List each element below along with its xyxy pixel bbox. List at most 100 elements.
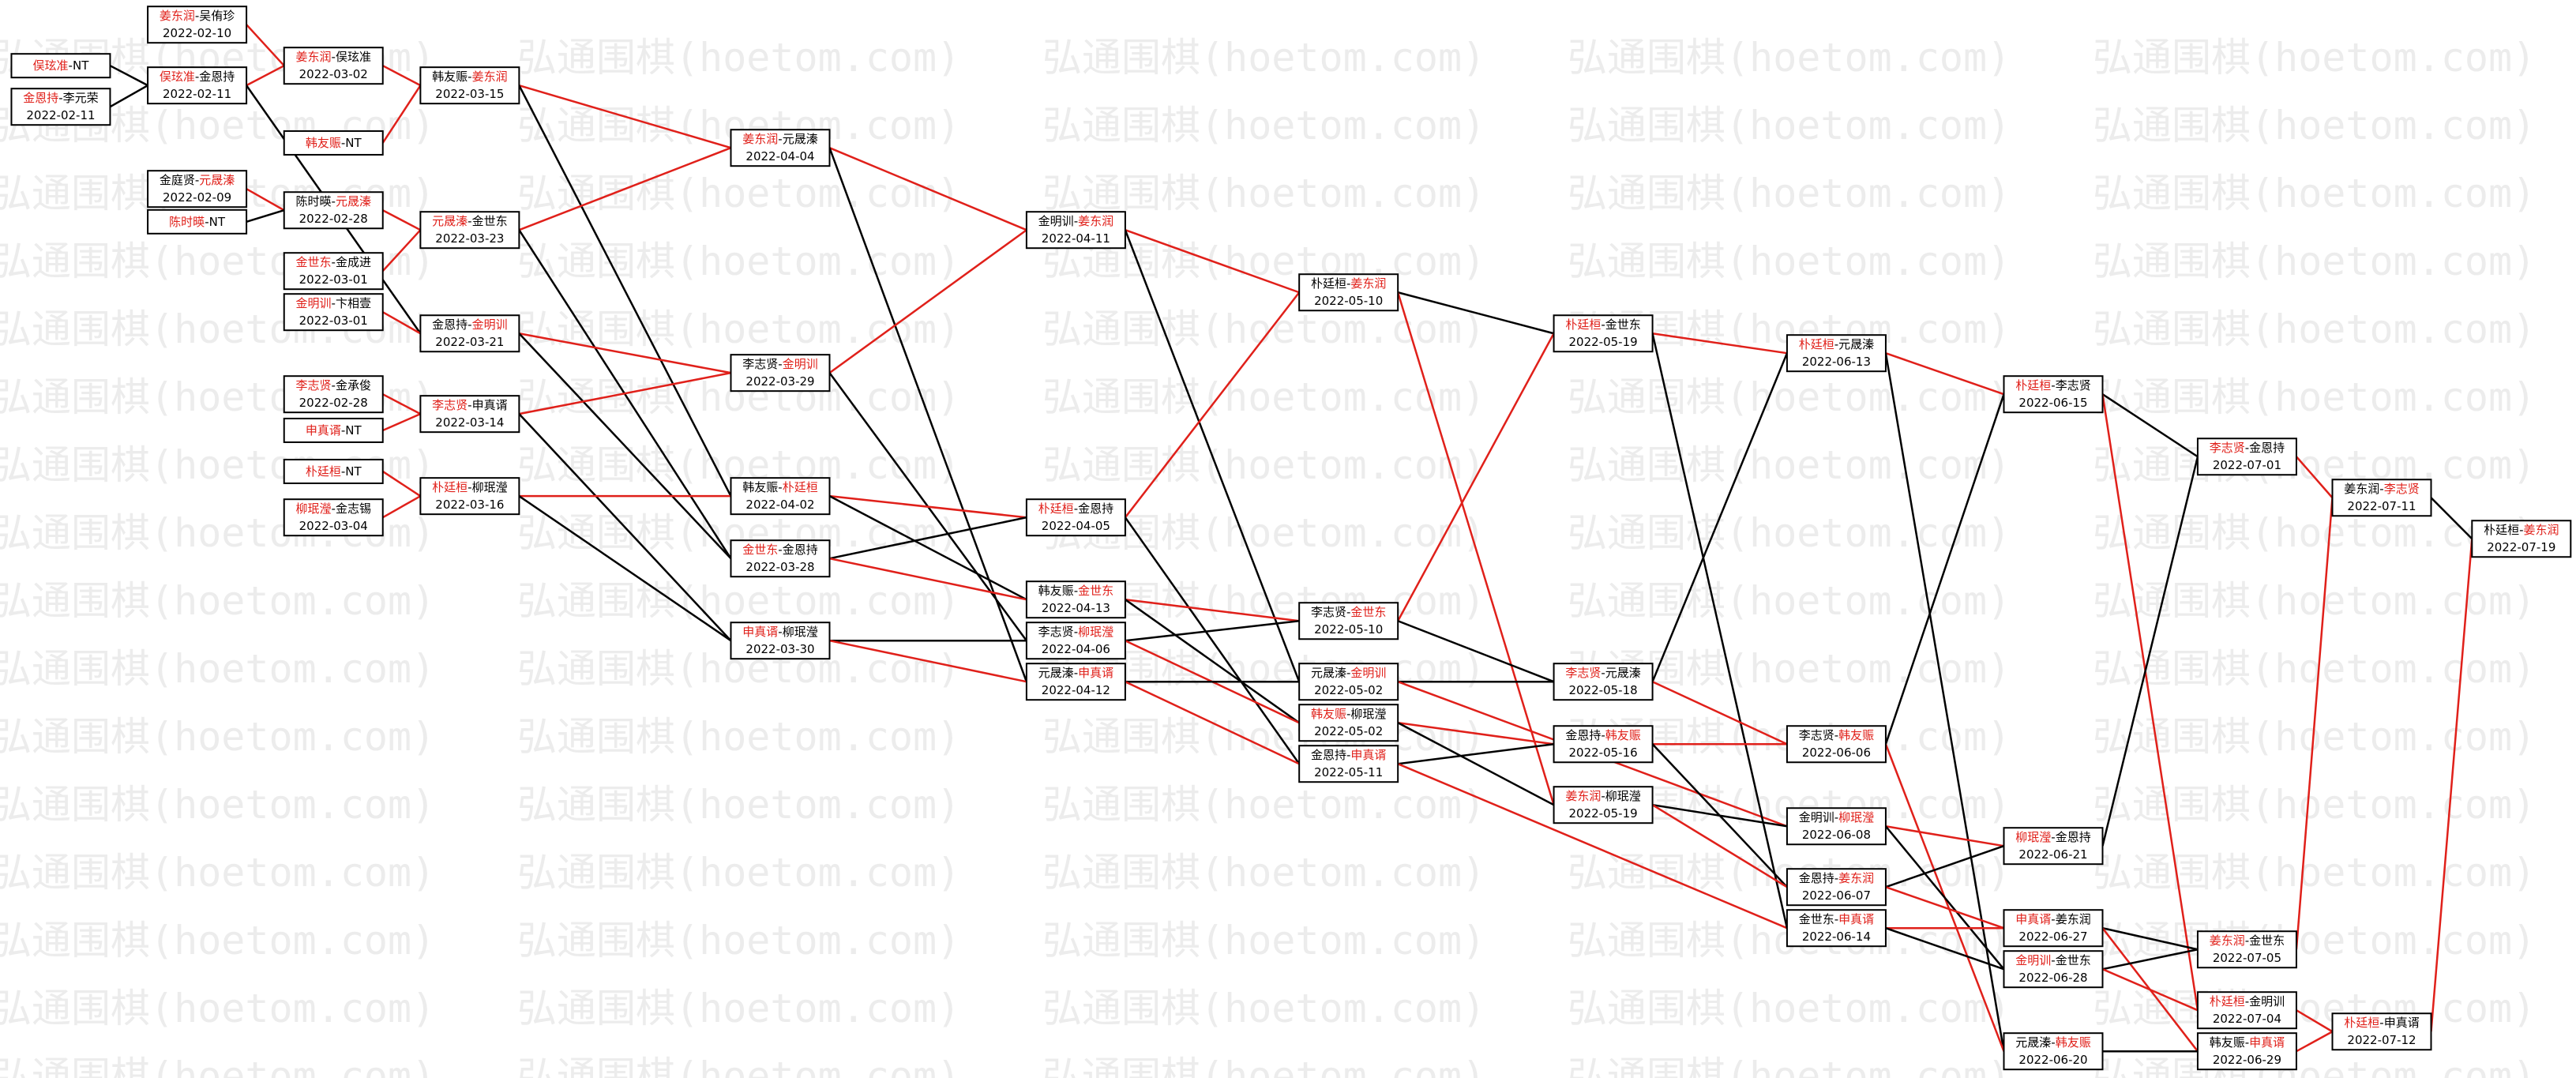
- match-node: 韩友赈-姜东润 2022-03-15: [419, 66, 520, 105]
- player-name: 金恩持: [432, 317, 468, 332]
- watermark: 弘通围棋(hoetom.com): [517, 35, 960, 81]
- node-box: [419, 314, 520, 353]
- player-name: 朴廷桓: [306, 464, 341, 479]
- player-name: 金恩持: [1565, 728, 1601, 742]
- edge: [246, 24, 285, 67]
- match-date: 2022-03-15: [435, 87, 504, 101]
- watermark: 弘通围棋(hoetom.com): [1568, 442, 2011, 488]
- node-box: [283, 498, 384, 537]
- match-players: 朴廷桓-金恩持: [1038, 501, 1113, 516]
- player-name: 姜东润: [2524, 523, 2559, 537]
- match-date: 2022-07-05: [2213, 951, 2281, 965]
- edge: [382, 393, 421, 415]
- watermark: 弘通围棋(hoetom.com): [2093, 306, 2536, 352]
- match-players: 俣玹准-NT: [33, 58, 90, 73]
- player-name: 金恩持: [1799, 871, 1834, 885]
- match-node: 李志贤-金恩持 2022-07-01: [2196, 438, 2297, 476]
- edge: [2101, 456, 2199, 847]
- match-date: 2022-04-02: [745, 498, 814, 512]
- match-node: 金明训-金世东 2022-06-28: [2003, 950, 2104, 989]
- edge: [2102, 948, 2199, 971]
- match-players: 朴廷桓-金世东: [1565, 317, 1640, 332]
- match-players: 申真谞-姜东润: [2015, 912, 2090, 926]
- match-date: 2022-02-11: [26, 108, 95, 122]
- edge: [519, 332, 731, 374]
- player-name: 金明训: [472, 317, 508, 332]
- watermark: 弘通围棋(hoetom.com): [1042, 714, 1485, 760]
- match-date: 2022-03-28: [745, 560, 814, 574]
- player-name: 金恩持: [1311, 748, 1346, 762]
- match-node: 李志贤-柳珉瀅 2022-04-06: [1025, 622, 1126, 660]
- edge: [1124, 291, 1301, 518]
- match-players: 李志贤-金恩持: [2210, 441, 2285, 455]
- match-players: 李志贤-金承俊: [296, 378, 371, 393]
- match-date: 2022-05-10: [1314, 622, 1383, 637]
- match-players: 俣玹准-金恩持: [160, 69, 235, 84]
- edge: [382, 470, 422, 498]
- player-name: 申真谞: [742, 625, 778, 639]
- match-players: 姜东润-元晟溱: [742, 132, 817, 146]
- match-date: 2022-07-01: [2213, 458, 2281, 472]
- match-players: 金明训-柳珉瀅: [1799, 810, 1874, 824]
- player-name: 金志锡: [336, 501, 371, 516]
- watermark: 弘通围棋(hoetom.com): [1568, 510, 2011, 556]
- edge: [1125, 619, 1300, 642]
- match-date: 2022-02-10: [163, 26, 231, 40]
- edge: [1652, 332, 1788, 355]
- edge: [829, 494, 1027, 519]
- node-box: [2471, 520, 2572, 558]
- separator: -: [2051, 830, 2055, 844]
- match-node: 姜东润-李志贤 2022-07-11: [2331, 479, 2432, 517]
- watermark: 弘通围棋(hoetom.com): [2093, 1054, 2536, 1078]
- match-node: 金恩持-金明训 2022-03-21: [419, 314, 520, 353]
- player-name: 韩友赈: [1038, 584, 1074, 598]
- match-node: 朴廷桓-姜东润 2022-07-19: [2471, 520, 2572, 558]
- edge: [1884, 393, 2005, 745]
- edge: [1124, 229, 1301, 682]
- player-name: 韩友赈: [1838, 728, 1874, 742]
- match-node: 姜东润-俣玹准 2022-03-02: [283, 47, 384, 85]
- match-node: 金恩持-李元荣 2022-02-11: [10, 88, 111, 126]
- separator: -: [1074, 666, 1078, 680]
- watermark: 弘通围棋(hoetom.com): [1042, 918, 1485, 963]
- watermark: 弘通围棋(hoetom.com): [2093, 374, 2536, 420]
- match-players: 李志贤-金世东: [1311, 605, 1386, 619]
- match-date: 2022-05-18: [1568, 683, 1637, 697]
- player-name: 姜东润: [1350, 276, 1386, 291]
- player-name: NT: [345, 423, 362, 438]
- match-date: 2022-03-29: [745, 374, 814, 389]
- edge: [109, 65, 148, 87]
- match-node: 韩友赈-朴廷桓 2022-04-02: [730, 477, 831, 516]
- match-players: 金明训-金世东: [2015, 953, 2090, 967]
- watermark: 弘通围棋(hoetom.com): [1568, 374, 2011, 420]
- watermark: 弘通围棋(hoetom.com): [0, 578, 435, 624]
- separator: -: [341, 136, 345, 150]
- separator: -: [468, 69, 471, 84]
- watermark: 弘通围棋(hoetom.com): [0, 646, 435, 692]
- player-name: 金明训: [1799, 810, 1834, 824]
- player-name: 朴廷桓: [1311, 276, 1346, 291]
- node-box: [1553, 314, 1654, 353]
- player-name: 朴廷桓: [2210, 994, 2245, 1009]
- separator: -: [1834, 810, 1838, 824]
- match-players: 韩友赈-朴廷桓: [742, 480, 817, 494]
- player-name: 朴廷桓: [2344, 1016, 2379, 1030]
- match-date: 2022-06-27: [2018, 930, 2087, 944]
- node-box: [2196, 930, 2297, 969]
- watermark: 弘通围棋(hoetom.com): [2093, 239, 2536, 284]
- player-name: 元晟溱: [1838, 337, 1874, 351]
- match-date: 2022-03-23: [435, 231, 504, 246]
- player-name: 陈时暎: [169, 215, 205, 229]
- separator: -: [332, 378, 336, 393]
- node-box: [2196, 991, 2297, 1030]
- node-box: [283, 417, 384, 443]
- player-name: 朴廷桓: [2484, 523, 2519, 537]
- watermark: 弘通围棋(hoetom.com): [0, 986, 435, 1031]
- edge: [382, 65, 421, 87]
- watermark: 弘通围棋(hoetom.com): [1042, 782, 1485, 828]
- separator: -: [2051, 378, 2055, 393]
- watermark: 弘通围棋(hoetom.com): [1042, 850, 1485, 896]
- node-box: [1553, 663, 1654, 701]
- watermark: 弘通围棋(hoetom.com): [1042, 374, 1485, 420]
- edge: [1652, 681, 1788, 746]
